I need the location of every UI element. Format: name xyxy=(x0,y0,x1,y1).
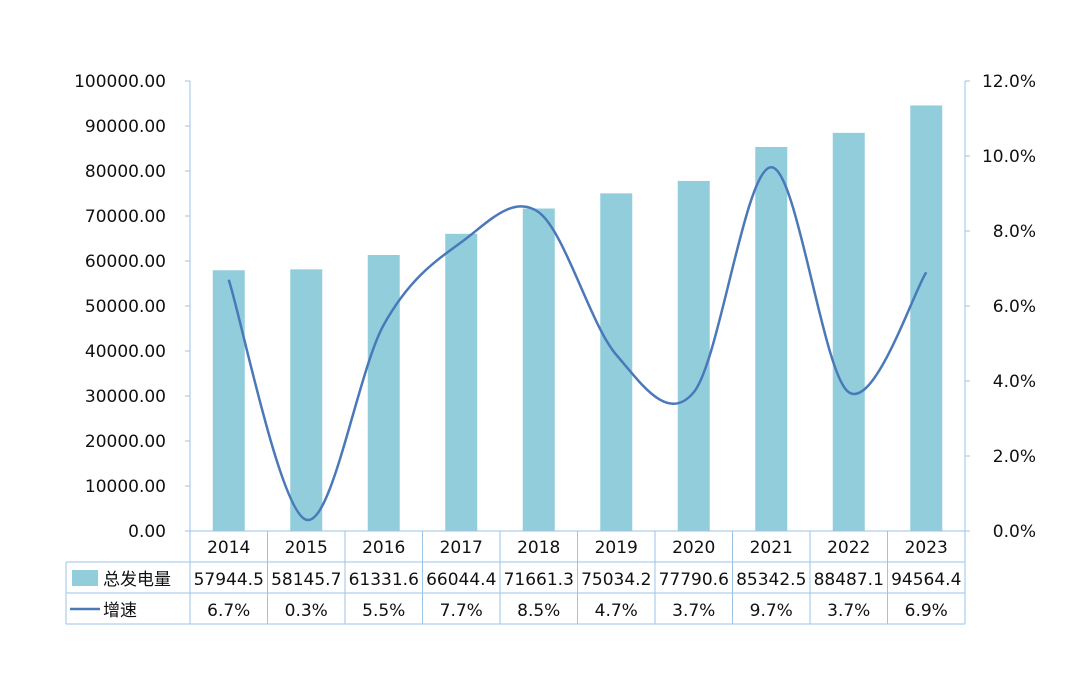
y-left-tick-label: 30000.00 xyxy=(85,387,166,407)
bar-2021 xyxy=(755,146,788,532)
bar-2017 xyxy=(445,233,478,531)
data-label-growth-2018: 8.5% xyxy=(517,601,560,621)
x-tick-label-2016: 2016 xyxy=(362,538,405,558)
data-label-growth-2016: 5.5% xyxy=(362,601,405,621)
data-label-total-2021: 85342.5 xyxy=(736,570,806,590)
x-tick-label-2017: 2017 xyxy=(440,538,483,558)
legend-swatch-bar xyxy=(72,570,98,586)
y-left-tick-label: 80000.00 xyxy=(85,162,166,182)
data-label-growth-2021: 9.7% xyxy=(750,601,793,621)
bar-2019 xyxy=(600,193,633,531)
data-label-total-2020: 77790.6 xyxy=(659,570,729,590)
y-left-tick-label: 40000.00 xyxy=(85,342,166,362)
data-label-total-2023: 94564.4 xyxy=(891,570,961,590)
data-label-total-2017: 66044.4 xyxy=(426,570,496,590)
data-label-total-2015: 58145.7 xyxy=(271,570,341,590)
data-label-growth-2023: 6.9% xyxy=(905,601,948,621)
y-left-tick-label: 100000.00 xyxy=(74,72,166,92)
y-left-tick-label: 70000.00 xyxy=(85,207,166,227)
y-right-tick-label: 10.0% xyxy=(982,147,1036,167)
bar-2014 xyxy=(212,270,245,531)
legend-label-total: 总发电量 xyxy=(103,570,171,590)
x-tick-label-2023: 2023 xyxy=(905,538,948,558)
data-label-total-2022: 88487.1 xyxy=(814,570,884,590)
y-left-tick-label: 60000.00 xyxy=(85,252,166,272)
y-left-tick-label: 10000.00 xyxy=(85,477,166,497)
x-tick-label-2019: 2019 xyxy=(595,538,638,558)
y-right-tick-label: 8.0% xyxy=(993,222,1036,242)
data-label-growth-2019: 4.7% xyxy=(595,601,638,621)
data-label-total-2018: 71661.3 xyxy=(504,570,574,590)
y-right-tick-label: 12.0% xyxy=(982,72,1036,92)
x-tick-label-2018: 2018 xyxy=(517,538,560,558)
data-label-total-2014: 57944.5 xyxy=(194,570,264,590)
y-right-tick-label: 6.0% xyxy=(993,297,1036,317)
data-label-growth-2022: 3.7% xyxy=(827,601,870,621)
line-series-growth xyxy=(227,165,928,522)
data-label-growth-2015: 0.3% xyxy=(285,601,328,621)
bar-2023 xyxy=(910,105,943,531)
bar-2015 xyxy=(290,269,323,531)
data-label-total-2019: 75034.2 xyxy=(581,570,651,590)
y-right-tick-label: 2.0% xyxy=(993,447,1036,467)
y-left-tick-label: 0.00 xyxy=(128,522,166,542)
data-label-growth-2017: 7.7% xyxy=(440,601,483,621)
legend-label-growth: 增速 xyxy=(103,601,137,621)
x-tick-label-2020: 2020 xyxy=(672,538,715,558)
y-right-tick-label: 0.0% xyxy=(993,522,1036,542)
y-right-tick-label: 4.0% xyxy=(993,372,1036,392)
data-label-growth-2020: 3.7% xyxy=(672,601,715,621)
data-label-growth-2014: 6.7% xyxy=(207,601,250,621)
bar-2018 xyxy=(522,208,555,531)
bar-2022 xyxy=(832,132,865,531)
x-tick-label-2015: 2015 xyxy=(285,538,328,558)
y-left-tick-label: 50000.00 xyxy=(85,297,166,317)
bar-2016 xyxy=(367,255,400,531)
y-left-tick-label: 90000.00 xyxy=(85,117,166,137)
x-tick-label-2022: 2022 xyxy=(827,538,870,558)
x-tick-label-2021: 2021 xyxy=(750,538,793,558)
y-left-tick-label: 20000.00 xyxy=(85,432,166,452)
bar-2020 xyxy=(677,180,710,531)
data-label-total-2016: 61331.6 xyxy=(349,570,419,590)
x-tick-label-2014: 2014 xyxy=(207,538,250,558)
